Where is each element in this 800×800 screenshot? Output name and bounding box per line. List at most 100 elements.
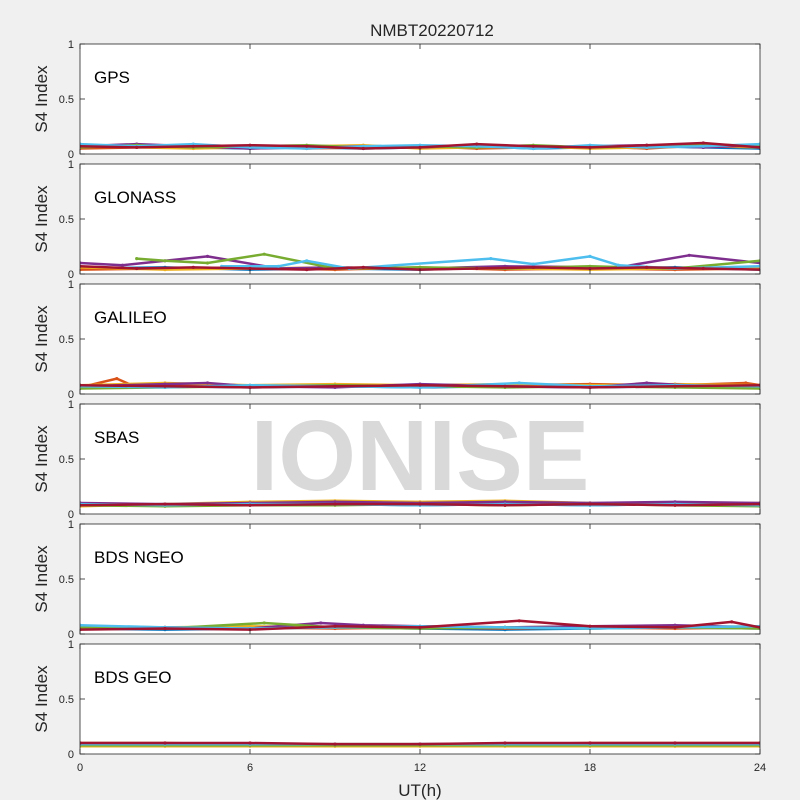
panel-sbas: 0 0.5 1 S4 Index SBAS [32,399,761,521]
data-point [531,144,535,148]
data-point [503,625,507,630]
data-point [503,384,507,388]
data-point [489,257,493,261]
series-group [80,741,760,748]
y-axis-label: S4 Index [32,665,51,733]
y-axis-label: S4 Index [32,425,51,493]
data-point [248,143,252,147]
figure-title: NMBT20220712 [370,21,494,40]
data-point [475,266,479,271]
data-point [645,145,649,149]
data-point [319,621,323,625]
data-point [163,741,167,745]
watermark-text: IONISE [251,400,590,512]
data-point [645,143,649,147]
y-tick-label: 0.5 [59,454,74,466]
data-point [262,621,266,625]
data-point [588,626,592,631]
data-point [205,254,210,258]
data-point [588,385,592,389]
data-point [120,263,125,267]
x-axis-label: UT(h) [398,781,441,800]
x-tick-label: 0 [77,762,83,774]
data-point [361,146,365,151]
y-tick-label: 0.5 [59,94,74,106]
data-point [135,145,139,149]
data-point [418,145,422,149]
data-point [531,265,535,269]
data-point [248,624,252,628]
data-point [517,619,521,623]
y-axis-label: S4 Index [32,185,51,253]
data-point [205,261,210,265]
data-point [248,145,252,149]
data-point [248,503,252,507]
data-point [475,144,479,148]
panel-label: BDS NGEO [94,548,184,567]
data-point [163,382,167,386]
data-point [418,385,422,389]
x-tick-label: 24 [754,762,766,774]
data-point [531,262,535,266]
y-axis-label: S4 Index [32,305,51,373]
panel-label: GLONASS [94,188,176,207]
plot-area [80,404,760,514]
panel-galileo: 0 0.5 1 S4 Index GALILEO [32,279,761,401]
data-point [418,625,422,630]
y-axis-label: S4 Index [32,545,51,613]
data-point [673,625,677,630]
data-point [163,259,167,263]
data-point [503,503,507,507]
data-point [673,503,677,507]
data-point [517,381,521,385]
data-point [248,266,252,271]
panel-glonass: 0 0.5 1 S4 Index GLONASS [32,159,761,281]
y-tick-label: 0 [68,749,74,761]
data-point [673,623,677,627]
y-tick-label: 1 [68,159,74,171]
series-group [80,499,760,508]
data-point [135,257,139,261]
data-point [333,500,337,504]
panel-gps: 0 0.5 1 S4 Index GPS [32,39,761,161]
panel-label: GALILEO [94,308,167,327]
data-point [248,385,252,389]
data-point [531,146,535,151]
y-tick-label: 0 [68,149,74,161]
plot-area [80,44,760,154]
data-point [701,141,705,145]
data-point [475,142,479,146]
y-tick-label: 1 [68,639,74,651]
x-tick-label: 6 [247,762,253,774]
data-point [616,263,620,267]
data-point [305,146,309,151]
data-point [361,144,365,148]
y-tick-label: 0.5 [59,334,74,346]
data-point [701,266,705,271]
data-point [418,502,422,506]
y-tick-label: 1 [68,39,74,51]
data-point [418,742,422,746]
data-point [163,502,167,506]
data-point [588,145,592,149]
data-point [163,626,167,631]
plot-area [80,284,760,394]
data-point [305,144,309,148]
panel-label: BDS GEO [94,668,171,687]
data-point [305,268,309,272]
series-line [80,619,760,631]
plot-area [80,644,760,754]
data-point [333,624,337,628]
data-point [418,383,422,387]
y-axis-label: S4 Index [32,65,51,133]
series-group [80,252,760,272]
data-point [333,384,337,388]
y-tick-label: 0.5 [59,214,74,226]
data-point [191,142,195,146]
y-tick-label: 0 [68,509,74,521]
series-group [80,141,760,151]
data-point [418,143,422,147]
data-point [673,384,677,388]
plot-area [80,524,760,634]
